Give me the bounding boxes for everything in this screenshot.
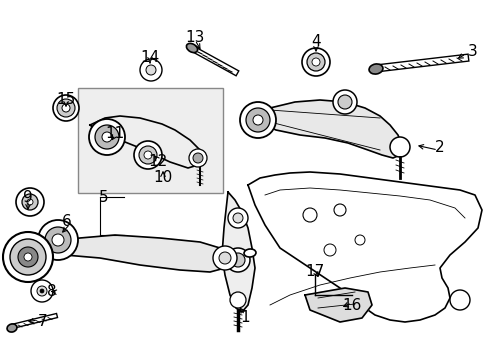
Ellipse shape [337, 95, 351, 109]
Ellipse shape [134, 141, 162, 169]
Ellipse shape [37, 286, 47, 296]
Polygon shape [222, 192, 254, 312]
Text: 9: 9 [23, 189, 33, 204]
Ellipse shape [31, 280, 53, 302]
Ellipse shape [57, 99, 75, 117]
Ellipse shape [22, 194, 38, 210]
Ellipse shape [186, 44, 197, 53]
Ellipse shape [146, 65, 156, 75]
Ellipse shape [140, 59, 162, 81]
Ellipse shape [311, 58, 319, 66]
Ellipse shape [252, 115, 263, 125]
Ellipse shape [230, 253, 244, 267]
Ellipse shape [24, 253, 32, 261]
Ellipse shape [354, 235, 364, 245]
Ellipse shape [232, 213, 243, 223]
Polygon shape [18, 235, 229, 272]
Text: 15: 15 [56, 93, 76, 108]
Ellipse shape [229, 292, 245, 308]
Ellipse shape [18, 247, 38, 267]
Ellipse shape [368, 64, 382, 74]
Ellipse shape [52, 234, 64, 246]
Ellipse shape [240, 102, 275, 138]
Ellipse shape [244, 249, 255, 257]
Ellipse shape [53, 95, 79, 121]
Text: 3: 3 [467, 45, 477, 59]
Ellipse shape [213, 246, 237, 270]
Text: 4: 4 [310, 35, 320, 49]
Ellipse shape [62, 104, 70, 112]
Ellipse shape [38, 220, 78, 260]
Ellipse shape [143, 151, 152, 159]
Text: 16: 16 [342, 297, 361, 312]
Ellipse shape [225, 248, 249, 272]
Text: 17: 17 [305, 265, 324, 279]
Ellipse shape [449, 290, 469, 310]
Ellipse shape [193, 153, 203, 163]
Ellipse shape [227, 208, 247, 228]
Ellipse shape [332, 90, 356, 114]
Ellipse shape [303, 208, 316, 222]
Text: 8: 8 [47, 284, 57, 300]
Ellipse shape [7, 324, 17, 332]
Ellipse shape [324, 244, 335, 256]
Ellipse shape [302, 48, 329, 76]
Text: 11: 11 [105, 126, 124, 140]
Ellipse shape [219, 252, 230, 264]
Text: 10: 10 [153, 171, 172, 185]
Ellipse shape [40, 289, 44, 293]
Ellipse shape [10, 239, 46, 275]
Text: 7: 7 [38, 315, 47, 329]
Ellipse shape [389, 137, 409, 157]
Ellipse shape [95, 125, 119, 149]
Ellipse shape [102, 132, 112, 142]
Ellipse shape [245, 108, 269, 132]
Text: 13: 13 [185, 31, 204, 45]
Ellipse shape [3, 232, 53, 282]
Ellipse shape [306, 53, 325, 71]
Ellipse shape [45, 227, 71, 253]
Polygon shape [256, 100, 402, 158]
Text: 12: 12 [148, 154, 167, 170]
Bar [78, 88, 223, 193]
Ellipse shape [89, 119, 125, 155]
Text: 2: 2 [434, 140, 444, 156]
Ellipse shape [16, 188, 44, 216]
Text: 5: 5 [99, 189, 109, 204]
Polygon shape [305, 288, 371, 322]
Ellipse shape [27, 199, 33, 205]
Text: 6: 6 [62, 215, 72, 230]
Ellipse shape [333, 204, 346, 216]
Text: 1: 1 [240, 310, 249, 325]
Ellipse shape [139, 146, 157, 164]
Ellipse shape [189, 149, 206, 167]
Text: 14: 14 [140, 50, 159, 66]
